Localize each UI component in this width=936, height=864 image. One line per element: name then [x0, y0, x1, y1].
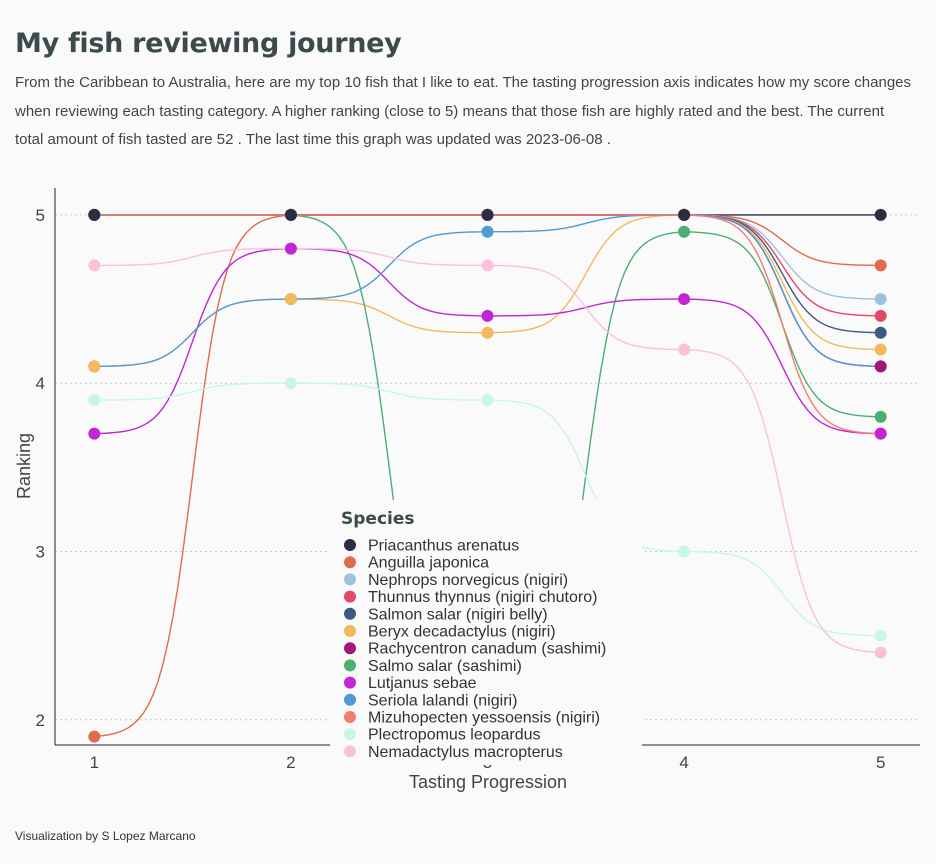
data-point [874, 293, 887, 306]
legend-label: Salmo salar (sashimi) [368, 658, 522, 675]
data-point [874, 646, 887, 659]
legend-key [344, 590, 356, 603]
data-point [88, 360, 101, 373]
page-subtitle: From the Caribbean to Australia, here ar… [15, 74, 912, 149]
data-point [481, 259, 494, 272]
data-point [284, 242, 297, 255]
x-tick-label: 5 [876, 753, 885, 772]
y-axis-title: Ranking [14, 433, 34, 499]
legend-key [344, 728, 356, 741]
data-point [874, 343, 887, 356]
legend-key [344, 676, 356, 689]
y-tick-label: 2 [36, 711, 45, 730]
data-point [874, 309, 887, 322]
data-point [88, 394, 101, 407]
legend-background [330, 500, 642, 765]
data-point [678, 343, 691, 356]
y-tick-label: 4 [36, 374, 45, 393]
data-point [481, 309, 494, 322]
legend-label: Rachycentron canadum (sashimi) [368, 641, 606, 658]
page-title: My fish reviewing journey [15, 28, 402, 59]
x-tick-label: 4 [679, 753, 688, 772]
legend-label: Lutjanus sebae [368, 675, 477, 692]
legend-label: Seriola lalandi (nigiri) [368, 692, 517, 709]
data-point [481, 208, 494, 221]
legend-key [344, 607, 356, 620]
legend-key [344, 659, 356, 672]
data-point [874, 360, 887, 373]
data-point [481, 326, 494, 339]
data-point [874, 629, 887, 642]
x-tick-label: 1 [90, 753, 99, 772]
legend-label: Priacanthus arenatus [368, 538, 519, 555]
legend-title: Species [341, 509, 415, 529]
legend-key [344, 539, 356, 551]
data-point [481, 394, 494, 407]
legend-label: Mizuhopecten yessoensis (nigiri) [368, 710, 600, 727]
data-point [874, 410, 887, 423]
data-point [284, 377, 297, 390]
caption: Visualization by S Lopez Marcano [15, 829, 196, 843]
data-point [88, 730, 101, 743]
data-point [874, 427, 887, 440]
data-point [678, 293, 691, 306]
data-point [874, 326, 887, 339]
legend-key [344, 693, 356, 706]
data-point [284, 293, 297, 306]
legend-label: Plectropomus leopardus [368, 727, 541, 744]
data-point [88, 259, 101, 272]
data-point [678, 545, 691, 558]
legend-label: Nephrops norvegicus (nigiri) [368, 572, 568, 589]
series-points [88, 208, 887, 743]
data-point [284, 208, 297, 221]
legend-label: Beryx decadactylus (nigiri) [368, 624, 556, 641]
x-tick-label: 2 [286, 753, 295, 772]
legend-key [344, 625, 356, 637]
y-tick-label: 3 [36, 542, 45, 561]
legend-key [344, 642, 356, 655]
data-point [678, 208, 691, 221]
legend-label: Nemadactylus macropterus [368, 744, 563, 761]
legend-key [344, 573, 356, 586]
legend-label: Salmon salar (nigiri belly) [368, 606, 548, 623]
legend-key [344, 745, 356, 758]
y-tick-label: 5 [36, 206, 45, 225]
data-point [88, 208, 101, 221]
legend-key [344, 711, 356, 723]
legend-label: Thunnus thynnus (nigiri chutoro) [368, 589, 597, 606]
data-point [678, 225, 691, 238]
data-point [88, 427, 101, 440]
data-point [481, 225, 494, 238]
legend-key [344, 556, 356, 569]
legend-label: Anguilla japonica [368, 555, 489, 572]
x-axis-title: Tasting Progression [409, 772, 567, 792]
data-point [874, 259, 887, 272]
data-point [874, 208, 887, 221]
